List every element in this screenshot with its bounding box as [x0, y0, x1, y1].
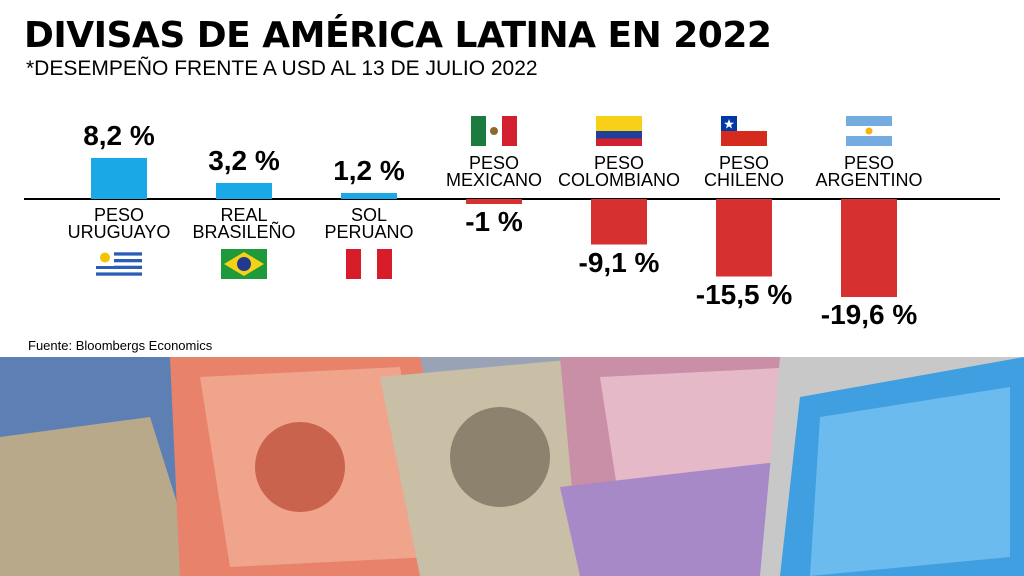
value-label-peso-chileno: -15,5 % [695, 278, 793, 310]
category-label-line: MEXICANO [445, 170, 542, 190]
category-label-line: PESO [93, 205, 145, 225]
category-label-line: SOL [350, 205, 388, 225]
category-label-line: PERUANO [324, 222, 414, 242]
source-note: Fuente: Bloombergs Economics [28, 338, 213, 353]
bar-chart: 8,2 % PESO URUGUAYO 3,2 % REAL BRASILEÑO 1,2 %… [0, 100, 1024, 345]
value-label-peso-mexicano: -1 % [465, 206, 523, 237]
category-label-real-brasileno: REAL BRASILEÑO [164, 205, 324, 242]
value-label-peso-argentino: -19,6 % [820, 299, 918, 330]
category-label-sol-peruano: SOL PERUANO [289, 205, 449, 242]
category-label-line: PESO [593, 153, 645, 173]
bar-peso-argentino [841, 199, 897, 297]
chart-title: DIVISAS DE AMÉRICA LATINA EN 2022 [24, 15, 772, 56]
bar-peso-mexicano [466, 199, 522, 204]
mexico-flag-icon [471, 116, 517, 146]
bar-peso-colombiano [591, 199, 647, 245]
bar-chart-svg [24, 116, 1000, 297]
banknotes-photo [0, 357, 1024, 576]
category-label-line: PESO [843, 153, 895, 173]
category-label-line: URUGUAYO [67, 222, 171, 242]
colombia-flag-icon [596, 116, 642, 146]
uruguay-flag-icon [96, 249, 142, 279]
category-label-line: CHILENO [703, 170, 784, 190]
category-label-peso-mexicano: PESO MEXICANO [414, 153, 574, 190]
category-label-peso-uruguayo: PESO URUGUAYO [39, 205, 199, 242]
value-label-peso-uruguayo: 8,2 % [83, 120, 155, 151]
category-label-line: PESO [468, 153, 520, 173]
peru-flag-icon [346, 249, 392, 279]
argentina-flag-icon [846, 116, 892, 146]
category-label-line: BRASILEÑO [192, 222, 296, 242]
category-label-line: COLOMBIANO [557, 170, 681, 190]
value-label-peso-colombiano: -9,1 % [578, 246, 660, 278]
chart-subtitle: *DESEMPEÑO FRENTE A USD AL 13 DE JULIO 2… [26, 57, 538, 80]
banknotes-illustration [0, 357, 1024, 576]
value-label-real-brasileno: 3,2 % [208, 145, 280, 176]
category-label-line: REAL [220, 205, 268, 225]
category-label-peso-chileno: PESO CHILENO [664, 153, 824, 190]
category-label-line: ARGENTINO [815, 170, 923, 190]
chile-flag-icon [721, 116, 767, 146]
bar-peso-uruguayo [91, 158, 147, 199]
bar-real-brasileno [216, 183, 272, 199]
bar-sol-peruano [341, 193, 397, 199]
brazil-flag-icon [221, 249, 267, 279]
category-label-peso-argentino: PESO ARGENTINO [789, 153, 949, 190]
category-label-peso-colombiano: PESO COLOMBIANO [539, 153, 699, 190]
category-label-line: PESO [718, 153, 770, 173]
bar-peso-chileno [716, 199, 772, 277]
value-label-sol-peruano: 1,2 % [333, 155, 405, 186]
